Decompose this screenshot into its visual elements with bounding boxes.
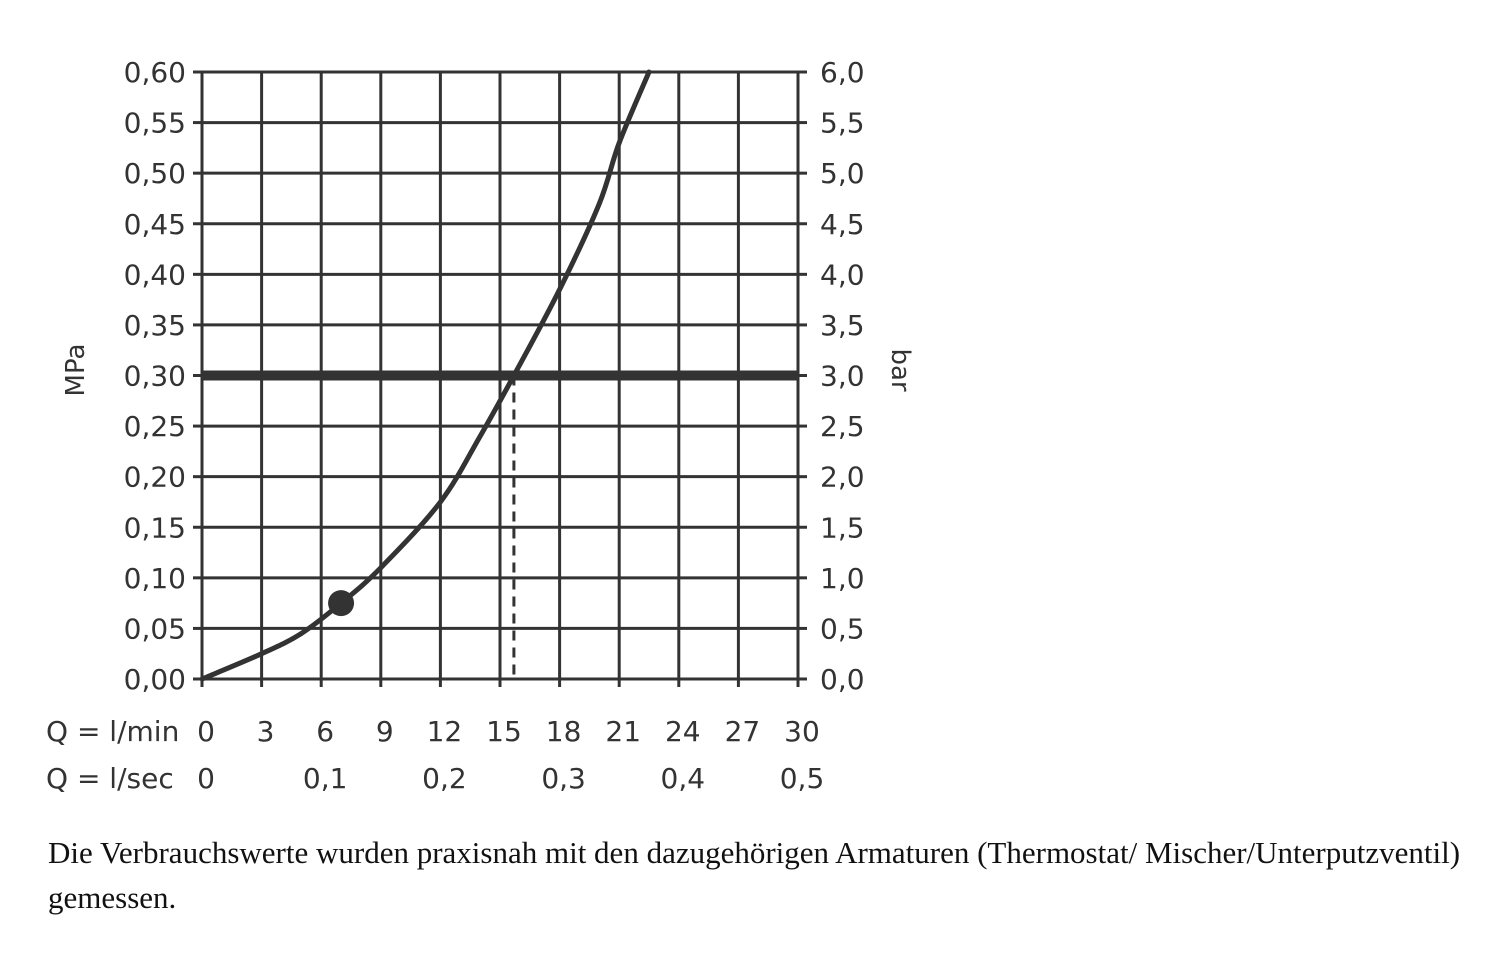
x-tick-label: 18 xyxy=(546,715,582,748)
x-tick-label: 6 xyxy=(316,715,334,748)
chart-labels: 0,000,050,100,150,200,250,300,350,400,45… xyxy=(46,56,915,795)
x-tick-label: 27 xyxy=(725,715,761,748)
y-tick-label-left: 0,05 xyxy=(124,612,186,645)
y-tick-label-left: 0,40 xyxy=(124,258,186,291)
chart-caption: Die Verbrauchswerte wurden praxisnah mit… xyxy=(48,835,1461,915)
y-tick-label-right: 2,5 xyxy=(820,410,865,443)
x-tick-label: 0 xyxy=(197,715,215,748)
y-tick-label-left: 0,20 xyxy=(124,461,186,494)
y-tick-label-right: 4,5 xyxy=(820,208,865,241)
x-tick-label: 12 xyxy=(427,715,463,748)
y-tick-label-right: 4,0 xyxy=(820,258,865,291)
x-tick-label: 9 xyxy=(376,715,394,748)
x-secondary-tick-label: 0,4 xyxy=(661,762,706,795)
x-tick-label: 3 xyxy=(257,715,275,748)
y-tick-label-left: 0,45 xyxy=(124,208,186,241)
marker-point xyxy=(328,590,355,617)
y-tick-label-right: 6,0 xyxy=(820,56,865,89)
x-secondary-tick-label: 0 xyxy=(197,762,215,795)
x-tick-label: 21 xyxy=(605,715,641,748)
y-tick-label-right: 3,5 xyxy=(820,309,865,342)
y-tick-label-left: 0,55 xyxy=(124,107,186,140)
y-tick-label-right: 5,5 xyxy=(820,107,865,140)
y-tick-label-right: 2,0 xyxy=(820,461,865,494)
y-tick-label-left: 0,00 xyxy=(124,663,186,696)
y-tick-label-left: 0,50 xyxy=(124,157,186,190)
y-axis-label-left: MPa xyxy=(61,344,91,397)
y-tick-label-left: 0,25 xyxy=(124,410,186,443)
y-tick-label-right: 3,0 xyxy=(820,360,865,393)
x-tick-label: 24 xyxy=(665,715,701,748)
y-tick-label-left: 0,35 xyxy=(124,309,186,342)
y-tick-label-right: 1,5 xyxy=(820,511,865,544)
pressure-flow-chart: 0,000,050,100,150,200,250,300,350,400,45… xyxy=(46,56,915,795)
x-secondary-tick-label: 0,3 xyxy=(541,762,586,795)
y-tick-label-left: 0,30 xyxy=(124,360,186,393)
x-secondary-tick-label: 0,1 xyxy=(303,762,348,795)
y-tick-label-left: 0,10 xyxy=(124,562,186,595)
x-axis-label-secondary: Q = l/sec xyxy=(46,762,174,795)
series-line xyxy=(199,69,652,682)
x-axis-label: Q = l/min xyxy=(46,715,179,748)
x-tick-label: 30 xyxy=(784,715,820,748)
y-tick-label-left: 0,15 xyxy=(124,511,186,544)
chart-series xyxy=(199,69,798,682)
y-tick-label-right: 0,5 xyxy=(820,612,865,645)
chart-ticks xyxy=(193,70,807,687)
x-tick-label: 15 xyxy=(486,715,522,748)
y-tick-label-right: 1,0 xyxy=(820,562,865,595)
y-tick-label-left: 0,60 xyxy=(124,56,186,89)
y-tick-label-right: 0,0 xyxy=(820,663,865,696)
y-tick-label-right: 5,0 xyxy=(820,157,865,190)
x-secondary-tick-label: 0,2 xyxy=(422,762,467,795)
y-axis-label-right: bar xyxy=(885,348,915,391)
x-secondary-tick-label: 0,5 xyxy=(780,762,825,795)
